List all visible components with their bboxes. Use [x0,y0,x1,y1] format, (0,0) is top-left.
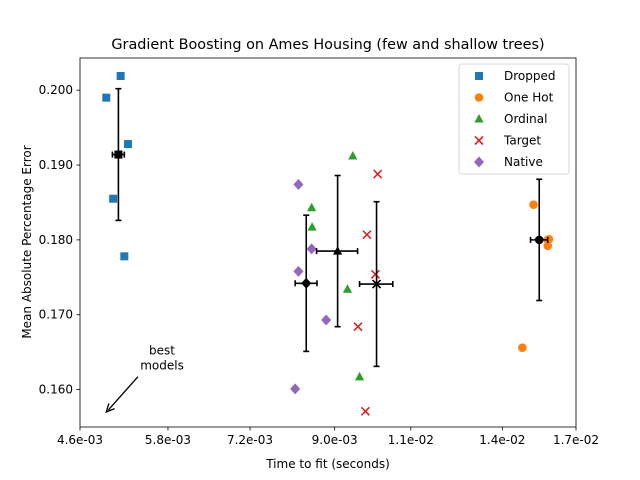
x-tick-label: 1.7e-02 [553,433,599,447]
errorbar-dropped [111,87,126,222]
legend-label: Target [503,134,541,148]
legend-frame [458,63,570,175]
data-point [321,314,332,326]
series-target [353,169,383,416]
legend-marker [475,72,483,80]
errorbar-native [294,214,318,353]
y-axis: 0.160 0.170 0.180 0.190 0.200 [39,83,80,397]
mean-marker [333,246,343,255]
data-point [529,200,538,210]
legend-label: Ordinal [504,112,547,126]
x-tick-label: 5.8e-03 [145,433,191,447]
legend-marker [474,135,484,146]
errorbar-ordinal [315,174,359,328]
mean-marker [534,235,544,245]
y-tick-label: 0.160 [39,383,73,397]
y-tick-label: 0.190 [39,158,73,172]
data-point [290,383,301,395]
chart-title: Gradient Boosting on Ames Housing (few a… [111,37,544,53]
x-tick-label: 9.0e-03 [312,433,358,447]
data-point [116,71,125,80]
mean-marker [301,277,312,289]
data-point [370,269,380,279]
data-point [373,169,383,179]
legend-item: Native [474,155,543,169]
data-point [348,151,358,160]
legend-item: Ordinal [474,112,547,126]
errorbar-target [358,200,394,368]
y-axis-label: Mean Absolute Percentage Error [20,145,34,338]
data-point [360,406,371,416]
legend-label: Native [504,155,543,169]
legend-item: Target [474,134,541,148]
series-native [290,178,332,395]
data-point [307,202,317,212]
data-point [293,178,304,190]
data-point [109,194,118,203]
mean-marker [371,279,382,289]
x-axis: 4.6e-03 5.8e-03 7.2e-03 9.0e-03 1.1e-02 1.4e-… [57,427,599,447]
data-point [293,265,304,277]
y-tick-label: 0.180 [39,233,73,247]
data-point [354,371,365,381]
data-point [102,93,111,102]
data-point [120,252,129,261]
plot-area [102,71,554,416]
data-point [543,241,553,251]
x-tick-label: 7.2e-03 [227,433,273,447]
data-point [342,284,353,293]
legend-item: Dropped [475,69,556,83]
x-tick-label: 1.1e-02 [388,433,434,447]
legend-marker [474,93,484,102]
mean-marker [114,150,123,159]
data-point [353,322,363,332]
x-axis-label: Time to fit (seconds) [265,457,390,471]
data-point [123,140,132,149]
series-dropped [102,71,132,261]
legend: Dropped One Hot Ordinal Target Native [458,63,570,175]
y-tick-label: 0.170 [39,308,73,322]
series-one-hot [518,200,554,352]
y-tick-label: 0.200 [39,83,73,97]
annotation-text: best [149,344,175,358]
data-point [306,243,317,255]
annotation-arrowhead [105,403,115,414]
annotation-arrow [107,376,139,411]
annotation-text: models [140,359,184,373]
series-ordinal [307,151,365,381]
legend-marker [474,114,484,123]
x-tick-label: 1.4e-02 [479,433,525,447]
data-point [307,222,317,231]
data-point [518,343,527,352]
legend-label: One Hot [504,91,554,105]
plot-frame [79,57,577,428]
legend-marker [474,156,484,168]
x-tick-label: 4.6e-03 [57,433,103,447]
errorbar-one-hot [529,178,549,302]
legend-label: Dropped [504,69,556,83]
legend-item: One Hot [474,91,554,105]
data-point [362,230,372,240]
